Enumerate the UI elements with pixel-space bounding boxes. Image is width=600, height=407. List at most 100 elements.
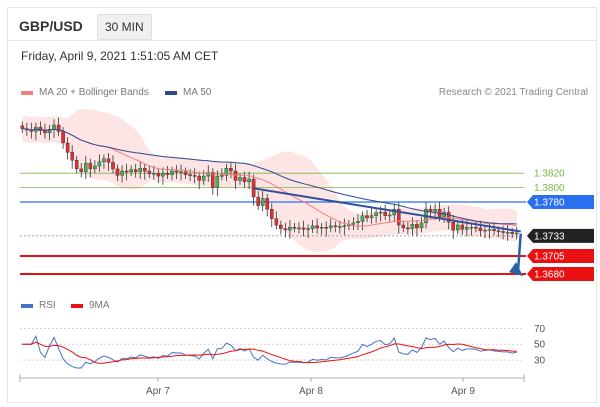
candle-body bbox=[397, 208, 401, 226]
candle-body bbox=[342, 225, 347, 228]
candle-body bbox=[233, 170, 238, 181]
legend-ma20: MA 20 + Bollinger Bands bbox=[21, 87, 149, 98]
candle-body bbox=[501, 231, 505, 233]
candle-body bbox=[43, 130, 47, 134]
price-label-resistance: 1.3820 bbox=[534, 169, 565, 180]
candle-body bbox=[374, 212, 378, 216]
candle-body bbox=[247, 178, 251, 183]
candle-body bbox=[197, 175, 202, 181]
candle-body bbox=[156, 172, 161, 177]
candle-body bbox=[387, 214, 392, 217]
candle-body bbox=[324, 226, 329, 229]
candle-body bbox=[360, 215, 365, 222]
candle-body bbox=[165, 172, 170, 175]
rsi-tick-label: 50 bbox=[534, 340, 546, 351]
candle-body bbox=[120, 170, 124, 176]
candle-body bbox=[74, 159, 79, 169]
candle-body bbox=[47, 129, 52, 134]
candle-body bbox=[383, 211, 388, 216]
candle-body bbox=[210, 172, 215, 188]
price-label-pivot: 1.3780 bbox=[534, 198, 565, 209]
candle-body bbox=[242, 177, 247, 183]
ma9-legend-label: 9MA bbox=[89, 300, 110, 311]
candle-body bbox=[428, 208, 433, 212]
candle-body bbox=[201, 175, 206, 181]
candle-body bbox=[483, 229, 487, 232]
candle-body bbox=[465, 226, 469, 230]
candle-body bbox=[56, 124, 61, 132]
candle-body bbox=[356, 221, 360, 223]
candle-body bbox=[65, 142, 70, 153]
candle-body bbox=[474, 226, 478, 229]
candle-body bbox=[206, 172, 211, 177]
candle-body bbox=[469, 226, 474, 229]
candle-body bbox=[270, 208, 274, 219]
candle-body bbox=[505, 231, 510, 234]
price-label-resistance: 1.3800 bbox=[534, 183, 565, 194]
candle-body bbox=[415, 224, 419, 229]
candle-body bbox=[292, 226, 297, 229]
rsi-9ma-line bbox=[22, 341, 517, 364]
ma9-swatch bbox=[71, 303, 83, 308]
chart-header: GBP/USD 30 MIN bbox=[8, 8, 596, 41]
candle-body bbox=[174, 170, 179, 173]
candle-body bbox=[401, 224, 406, 229]
price-label-bg-support bbox=[527, 267, 594, 281]
candle-body bbox=[319, 226, 324, 229]
candle-body bbox=[460, 224, 465, 230]
candle-body bbox=[283, 228, 288, 231]
candle-body bbox=[124, 170, 129, 173]
candle-body bbox=[52, 124, 56, 130]
x-axis-tick-label: Apr 8 bbox=[299, 386, 323, 397]
candle-body bbox=[433, 208, 437, 212]
candle-body bbox=[192, 175, 197, 177]
candle-body bbox=[20, 125, 25, 129]
candle-body bbox=[496, 230, 501, 233]
candle-body bbox=[147, 170, 152, 175]
chart-datetime: Friday, April 9, 2021 1:51:05 AM CET bbox=[21, 49, 219, 63]
candle-body bbox=[456, 224, 460, 231]
price-label-support: 1.3705 bbox=[534, 252, 565, 263]
candle-body bbox=[179, 171, 183, 174]
ma50-swatch bbox=[165, 90, 177, 95]
candle-body bbox=[351, 222, 356, 225]
candle-body bbox=[133, 169, 138, 173]
trend-line bbox=[253, 187, 521, 233]
candle-body bbox=[220, 175, 224, 177]
x-axis-tick-label: Apr 7 bbox=[146, 386, 170, 397]
candle-body bbox=[369, 215, 374, 219]
candle-body bbox=[410, 224, 415, 229]
candle-body bbox=[129, 169, 133, 173]
price-label-bg-pivot bbox=[527, 195, 594, 209]
candle-body bbox=[61, 131, 65, 144]
candle-body bbox=[338, 226, 342, 228]
candle-body bbox=[279, 224, 283, 229]
ma20-swatch bbox=[21, 90, 33, 95]
ma50-line bbox=[22, 128, 517, 225]
candle-body bbox=[510, 231, 515, 234]
candle-body bbox=[492, 229, 496, 231]
candle-body bbox=[183, 171, 188, 175]
rsi-tick-label: 30 bbox=[534, 356, 546, 367]
projection-arrow-shaft bbox=[516, 233, 522, 272]
candle-body bbox=[188, 174, 192, 176]
candle-body bbox=[229, 167, 233, 172]
rsi-legend-label: RSI bbox=[39, 300, 56, 311]
legend-ma50: MA 50 bbox=[165, 87, 211, 98]
candle-body bbox=[170, 170, 174, 175]
bollinger-band-area bbox=[22, 108, 517, 252]
candle-body bbox=[328, 225, 333, 229]
projection-arrow-head bbox=[509, 262, 523, 277]
rsi-tick-label: 70 bbox=[534, 324, 546, 335]
timeframe-button[interactable]: 30 MIN bbox=[97, 14, 152, 40]
rsi-swatch bbox=[21, 303, 33, 308]
price-label-bg-support bbox=[527, 249, 594, 263]
candle-body bbox=[451, 221, 456, 231]
price-label-support: 1.3680 bbox=[534, 270, 565, 281]
candle-body bbox=[97, 161, 102, 167]
candle-body bbox=[306, 228, 310, 230]
symbol-title: GBP/USD bbox=[19, 18, 83, 34]
candle-body bbox=[265, 198, 270, 210]
price-label-current: 1.3733 bbox=[534, 231, 565, 242]
